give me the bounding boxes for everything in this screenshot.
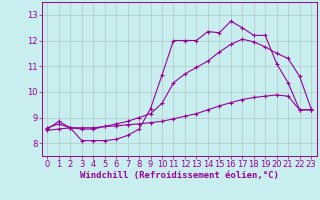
X-axis label: Windchill (Refroidissement éolien,°C): Windchill (Refroidissement éolien,°C) — [80, 171, 279, 180]
